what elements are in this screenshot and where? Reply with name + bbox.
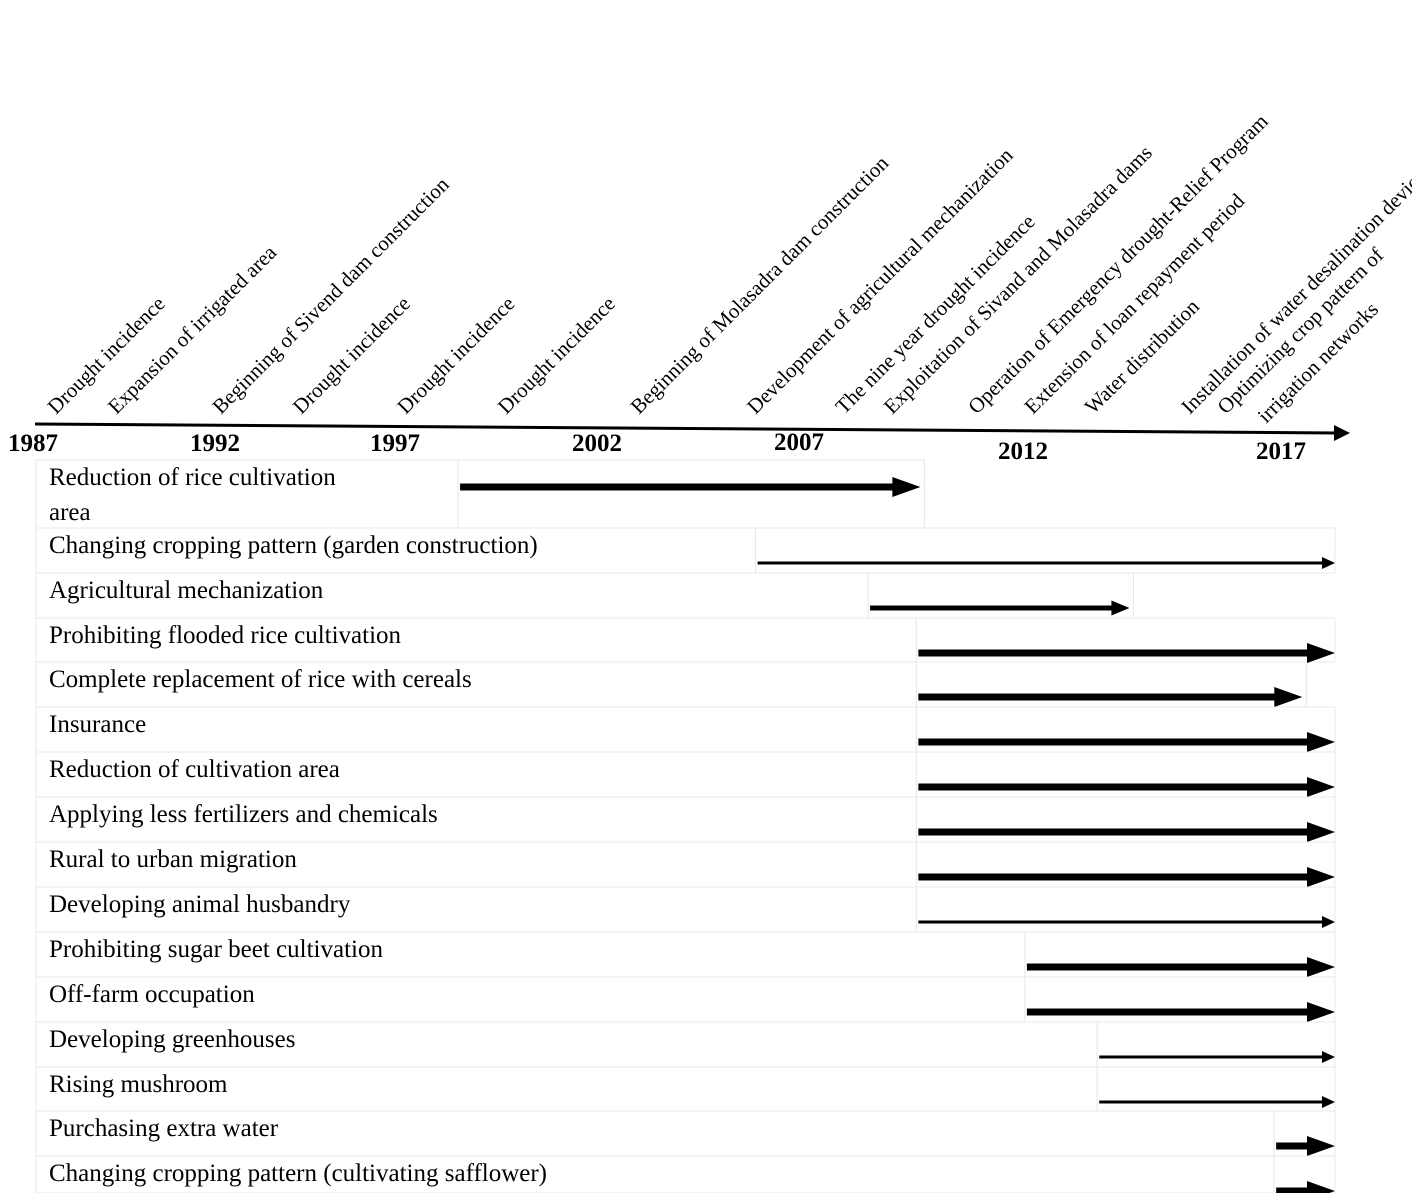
strategy-duration-box	[867, 572, 1134, 619]
strategy-duration-box	[1096, 1021, 1336, 1068]
strategy-arrowhead	[1307, 777, 1335, 797]
strategy-arrowhead	[1322, 1051, 1335, 1063]
strategy-row-box	[35, 459, 459, 529]
strategy-label: Changing cropping pattern (garden constr…	[49, 532, 538, 559]
strategy-row: Developing animal husbandry	[35, 886, 1336, 933]
strategy-row: Insurance	[35, 706, 1336, 753]
strategy-row: Reduction of cultivation area	[35, 751, 1336, 798]
strategy-label: Insurance	[49, 711, 146, 738]
strategy-row: Off-farm occupation	[35, 976, 1336, 1023]
year-tick-label: 1992	[190, 430, 240, 457]
strategy-label: Changing cropping pattern (cultivating s…	[49, 1160, 547, 1187]
strategy-label: Agricultural mechanization	[49, 577, 324, 604]
strategy-label-continued: area	[49, 499, 91, 526]
strategy-label: Off-farm occupation	[49, 981, 255, 1008]
strategy-label: Purchasing extra water	[49, 1115, 279, 1142]
strategy-duration-box	[457, 459, 925, 529]
strategy-arrowhead	[1307, 1002, 1335, 1022]
strategy-row: Applying less fertilizers and chemicals	[35, 796, 1336, 843]
strategy-row-box	[35, 617, 917, 663]
strategy-row: Changing cropping pattern (cultivating s…	[35, 1155, 1336, 1193]
strategy-row: Rural to urban migration	[35, 841, 1336, 888]
year-ticks: 1987 1992 1997 2002 2007 2012 2017	[8, 429, 1306, 465]
strategy-row-box	[35, 527, 757, 574]
strategy-arrowhead	[1111, 600, 1130, 616]
strategy-arrowhead	[1322, 916, 1335, 928]
strategy-arrowhead	[1307, 822, 1335, 842]
strategy-row: Agricultural mechanization	[35, 572, 1134, 619]
strategy-arrowhead	[1322, 557, 1335, 569]
strategy-arrowhead	[1274, 687, 1303, 707]
strategy-arrowhead	[1307, 732, 1335, 752]
strategy-label: Rural to urban migration	[49, 846, 297, 873]
year-tick-label: 2017	[1256, 438, 1306, 465]
timeline-axis	[34, 422, 1337, 435]
strategy-arrowhead	[1322, 1096, 1335, 1108]
strategy-label: Reduction of rice cultivation	[49, 464, 336, 491]
strategy-arrowhead	[892, 477, 921, 497]
strategy-row-box	[35, 572, 869, 619]
strategy-row: Changing cropping pattern (garden constr…	[35, 527, 1336, 574]
strategy-row: Complete replacement of rice with cereal…	[35, 661, 1307, 708]
strategy-row-box	[35, 706, 917, 753]
strategy-label: Reduction of cultivation area	[49, 756, 340, 783]
strategy-row-box	[35, 1155, 1275, 1193]
strategy-row: Reduction of rice cultivation area	[35, 459, 925, 529]
year-tick-label: 2007	[774, 429, 824, 456]
strategy-row-box	[35, 1066, 1098, 1112]
strategy-row: Developing greenhouses	[35, 1021, 1336, 1068]
year-tick-label: 1987	[8, 430, 58, 457]
strategy-duration-box	[1273, 1155, 1336, 1193]
strategy-row-box	[35, 751, 917, 798]
strategy-duration-box	[1096, 1066, 1336, 1112]
strategy-label: Prohibiting flooded rice cultivation	[49, 622, 402, 649]
strategy-arrowhead	[1307, 1136, 1335, 1156]
strategy-row-box	[35, 1021, 1098, 1068]
strategy-label: Applying less fertilizers and chemicals	[49, 801, 438, 828]
strategy-row-box	[35, 886, 917, 933]
strategy-label: Complete replacement of rice with cereal…	[49, 666, 472, 693]
strategy-label: Developing animal husbandry	[49, 891, 351, 918]
strategy-duration-box	[915, 886, 1336, 933]
year-tick-label: 2012	[998, 438, 1048, 465]
strategy-arrowhead	[1307, 957, 1335, 977]
strategy-row-box	[35, 1110, 1275, 1157]
strategy-arrowhead	[1307, 643, 1335, 663]
strategy-row: Prohibiting sugar beet cultivation	[35, 931, 1336, 978]
strategy-duration-box	[755, 527, 1336, 574]
strategy-row: Prohibiting flooded rice cultivation	[35, 617, 1336, 663]
strategy-arrowhead	[1307, 1181, 1335, 1193]
strategy-arrowhead	[1307, 867, 1335, 887]
strategy-label: Developing greenhouses	[49, 1026, 295, 1053]
strategy-rows: Reduction of rice cultivation area Changin…	[35, 459, 1336, 1193]
timeline-axis-arrowhead	[1334, 425, 1350, 441]
strategy-label: Prohibiting sugar beet cultivation	[49, 936, 383, 963]
year-tick-label: 1997	[370, 430, 420, 457]
strategy-label: Rising mushroom	[49, 1071, 228, 1098]
strategy-row: Purchasing extra water	[35, 1110, 1336, 1157]
strategy-row: Rising mushroom	[35, 1066, 1336, 1112]
year-tick-label: 2002	[572, 430, 622, 457]
